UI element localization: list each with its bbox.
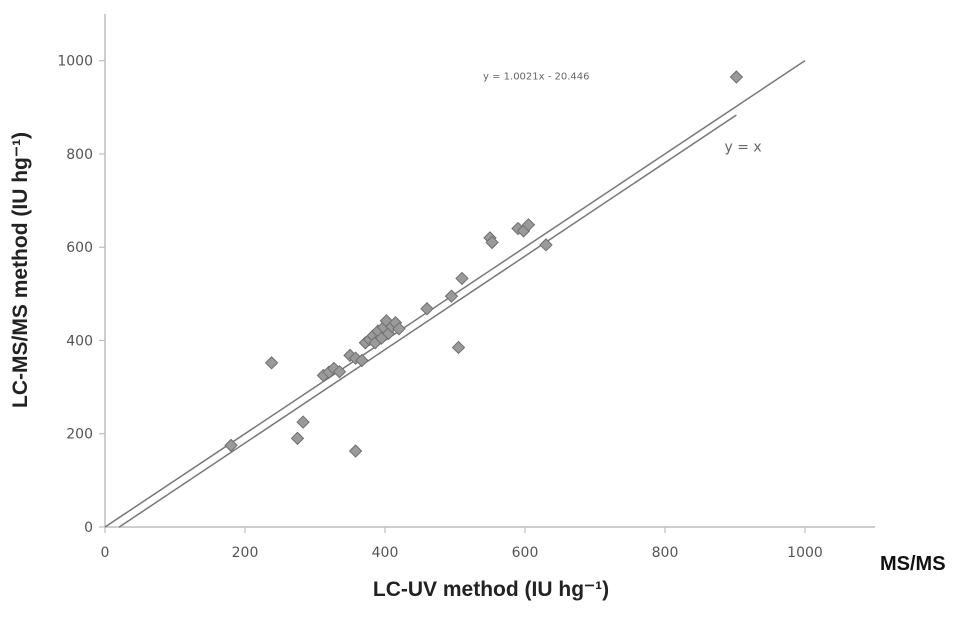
annotations: y = 1.0021x - 20.446 y = x [483, 71, 762, 155]
data-point [420, 302, 434, 316]
y-tick-label: 800 [66, 147, 93, 163]
x-tick-label: 400 [372, 545, 399, 561]
data-point [729, 70, 744, 84]
clipped-caption-text: MS/MS [880, 553, 946, 575]
y-tick-label: 200 [66, 427, 93, 443]
y-tick-label: 0 [84, 520, 93, 536]
data-point [224, 438, 238, 453]
y-axis-ticks: 0 200 400 600 800 1000 [57, 54, 105, 536]
data-point [451, 340, 466, 355]
data-point [355, 353, 369, 368]
data-point [348, 444, 363, 458]
data-point [521, 218, 536, 232]
axes [104, 14, 875, 528]
y-tick-label: 1000 [57, 54, 93, 70]
y-tick-label: 600 [66, 240, 93, 256]
data-point [539, 238, 553, 252]
data-point [444, 289, 459, 303]
x-axis-ticks: 0 200 400 600 800 1000 [101, 527, 823, 561]
data-point [455, 271, 469, 286]
x-tick-label: 600 [512, 545, 539, 561]
regression-equation-label: y = 1.0021x - 20.446 [483, 71, 590, 82]
x-tick-label: 800 [652, 545, 679, 561]
data-points [224, 70, 744, 458]
x-axis-title: LC-UV method (IU hg⁻¹) [373, 578, 609, 601]
x-tick-label: 0 [101, 545, 110, 561]
data-point [290, 431, 305, 446]
data-point [332, 364, 347, 379]
y-axis-title: LC-MS/MS method (IU hg⁻¹) [9, 132, 32, 408]
x-tick-label: 200 [232, 545, 259, 561]
data-point [485, 235, 499, 250]
data-point [296, 415, 310, 429]
x-tick-label: 1000 [787, 545, 823, 561]
y-tick-label: 400 [66, 333, 93, 349]
regression-line [118, 114, 737, 528]
data-point [392, 322, 406, 336]
identity-line-label: y = x [725, 140, 762, 156]
data-point [264, 356, 279, 370]
